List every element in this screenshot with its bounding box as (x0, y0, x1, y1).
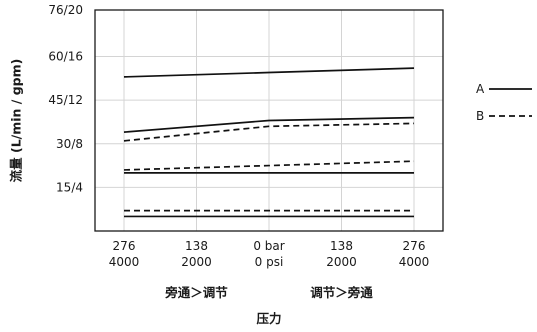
x-tick-label-top-0: 276 (113, 239, 136, 253)
x-tick-label-top-4: 276 (403, 239, 426, 253)
y-axis-ticks: 15/4 30/8 45/12 60/16 76/20 (48, 3, 83, 194)
legend: AB (476, 82, 532, 123)
region-label-right: 调节＞旁通 (310, 285, 373, 300)
y-tick-label-1: 30/8 (56, 137, 83, 151)
y-axis-label: 流量 (L/min / gpm) (9, 59, 24, 183)
x-tick-label-bottom-0: 4000 (109, 255, 140, 269)
y-tick-label-3: 60/16 (48, 50, 83, 64)
y-tick-label-2: 45/12 (48, 93, 83, 107)
legend-label-B: B (476, 109, 484, 123)
plot-frame (94, 9, 444, 232)
y-tick-label-0: 15/4 (56, 180, 83, 194)
series-A-line-1 (123, 116, 415, 133)
x-tick-label-top-3: 138 (330, 239, 353, 253)
x-tick-label-bottom-4: 4000 (399, 255, 430, 269)
x-tick-label-bottom-2: 0 psi (255, 255, 284, 269)
series-lines (123, 67, 415, 218)
x-tick-label-top-1: 138 (185, 239, 208, 253)
y-tick-label-4: 76/20 (48, 3, 83, 17)
series-B-line-4 (123, 122, 415, 142)
x-tick-label-top-2: 0 bar (253, 239, 284, 253)
series-B-line-5 (123, 160, 415, 171)
x-axis-ticks: 276 4000 138 2000 0 bar 0 psi 138 2000 276 4000 (109, 239, 430, 269)
series-A-line-0 (123, 67, 415, 78)
region-label-left: 旁通＞调节 (164, 285, 228, 300)
x-axis-label: 压力 (256, 311, 281, 326)
x-tick-label-bottom-3: 2000 (326, 255, 357, 269)
x-tick-label-bottom-1: 2000 (181, 255, 212, 269)
legend-label-A: A (476, 82, 485, 96)
